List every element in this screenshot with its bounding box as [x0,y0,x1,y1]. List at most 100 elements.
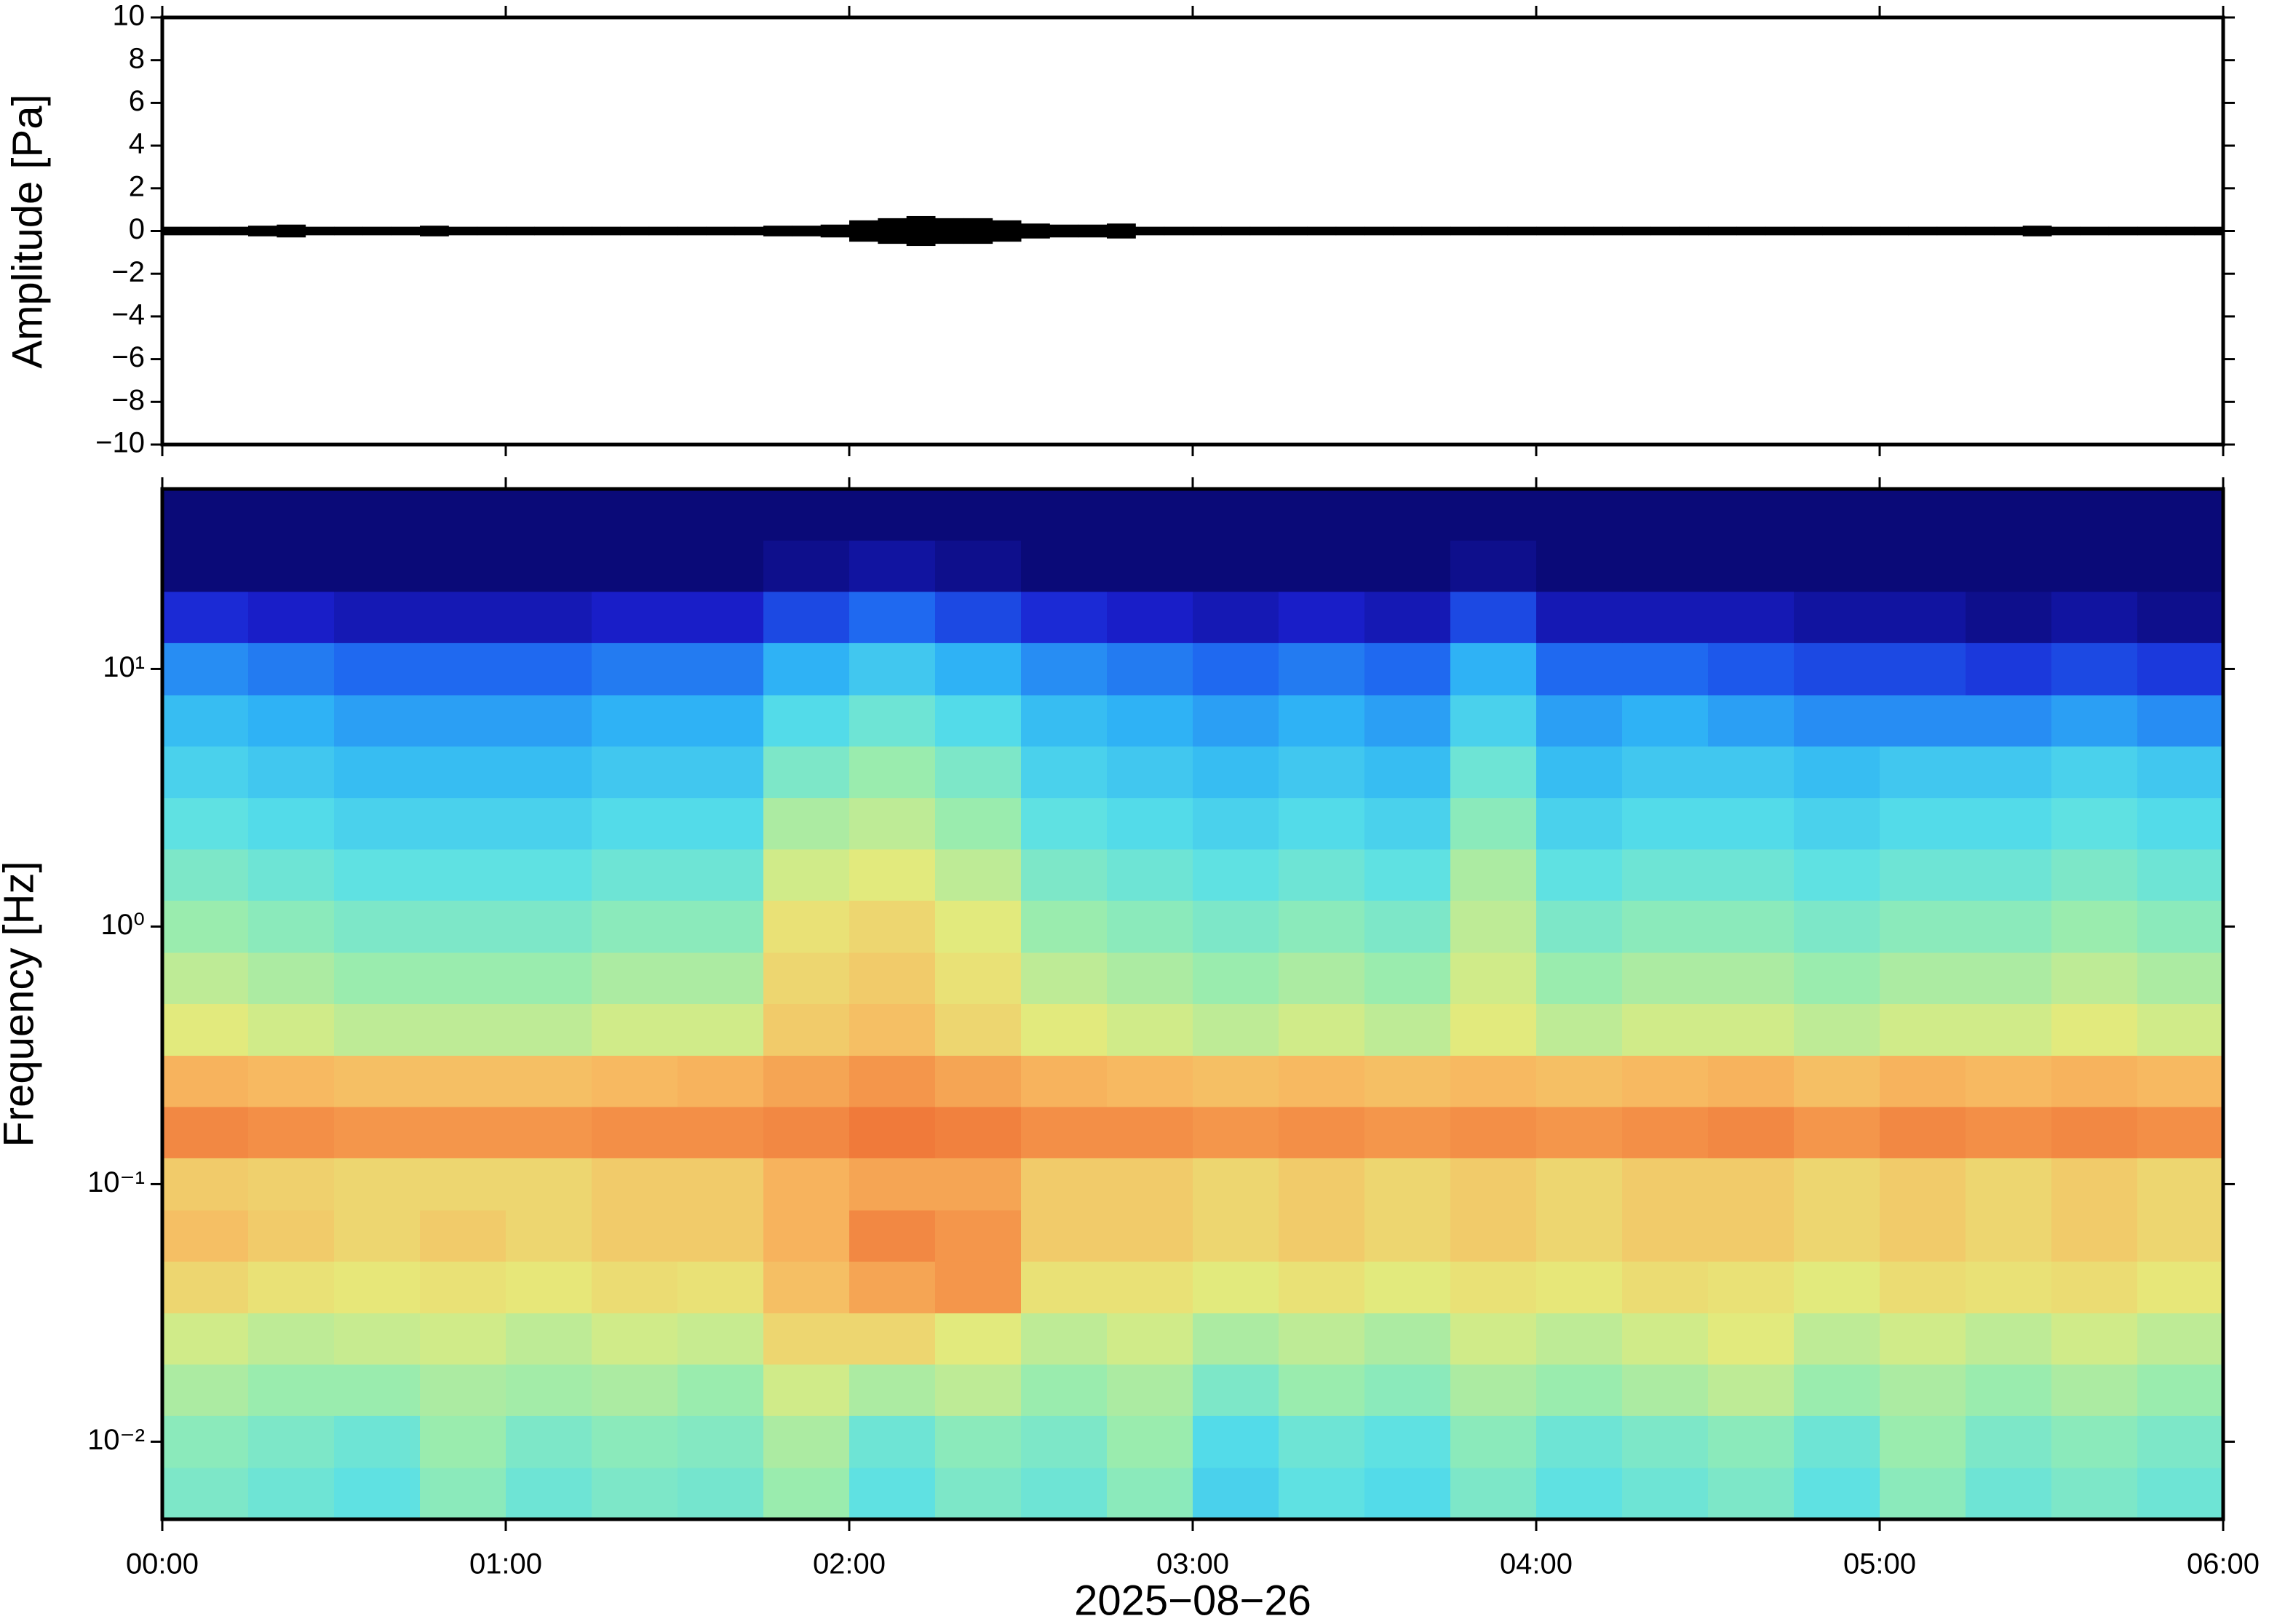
heatmap-cell [2051,1158,2138,1211]
heatmap-cell [1880,746,1966,799]
waveform-envelope [334,226,363,236]
heatmap-cell [1021,1415,1108,1468]
waveform-envelope [1164,226,1193,236]
heatmap-cell [1622,1261,1709,1314]
heatmap-cell [1450,540,1537,592]
heatmap-cell [1364,1055,1451,1107]
heatmap-cell [1021,900,1108,953]
heatmap-cell [1107,1106,1193,1158]
heatmap-cell [2137,952,2223,1004]
heatmap-cell [763,797,850,850]
heatmap-cell [849,489,936,541]
heatmap-cell [1021,694,1108,747]
waveform-envelope [2051,226,2081,236]
heatmap-cell [1450,797,1537,850]
heatmap-cell [162,952,249,1004]
waveform-envelope [1994,226,2024,236]
waveform-envelope [1107,223,1136,239]
heatmap-cell [763,1106,850,1158]
waveform-envelope [2166,226,2196,236]
heatmap-cell [1364,642,1451,696]
heatmap-cell [592,1055,678,1107]
heatmap-cell [1279,1313,1365,1365]
heatmap-cell [334,952,421,1004]
heatmap-cell [935,540,1022,592]
heatmap-cell [592,694,678,747]
heatmap-cell [1966,694,2052,747]
heatmap-cell [763,952,850,1004]
waveform-envelope [620,226,650,236]
heatmap-cell [248,1158,335,1211]
heatmap-cell [420,1106,506,1158]
y-tick-label: −2 [111,256,145,288]
heatmap-cell [1794,1467,1880,1519]
heatmap-cell [420,900,506,953]
heatmap-cell [248,1415,335,1468]
heatmap-cell [1021,848,1108,901]
heatmap-cell [1622,900,1709,953]
heatmap-cell [1622,848,1709,901]
heatmap-cell [1536,1055,1623,1107]
heatmap-cell [935,489,1022,541]
heatmap-cell [1193,1261,1279,1314]
heatmap-cell [1966,900,2052,953]
heatmap-cell [1536,848,1623,901]
heatmap-cell [849,642,936,696]
heatmap-cell [592,1364,678,1416]
heatmap-cell [334,489,421,541]
heatmap-cell [1536,1209,1623,1262]
heatmap-cell [2137,1364,2223,1416]
heatmap-cell [1880,591,1966,643]
heatmap-cell [1880,1313,1966,1365]
heatmap-cell [935,694,1022,747]
heatmap-cell [248,540,335,592]
heatmap-cell [248,591,335,643]
waveform-envelope [592,226,621,236]
heatmap-cell [1880,1158,1966,1211]
heatmap-cell [1966,797,2052,850]
heatmap-cell [1622,1055,1709,1107]
heatmap-cell [1794,1261,1880,1314]
waveform-envelope [2108,226,2138,236]
heatmap-cell [1021,1003,1108,1056]
heatmap-cell [1279,540,1365,592]
heatmap-cell [248,1261,335,1314]
waveform-envelope [191,226,220,236]
heatmap-cell [1193,694,1279,747]
heatmap-cell [1880,489,1966,541]
heatmap-cell [1880,642,1966,696]
waveform-envelope [1851,226,1880,236]
heatmap-cell [506,1003,592,1056]
heatmap-cell [506,900,592,953]
heatmap-cell [677,591,764,643]
waveform-envelope [248,226,277,236]
heatmap-cell [1622,1467,1709,1519]
heatmap-cell [1708,694,1795,747]
heatmap-cell [849,1158,936,1211]
heatmap-cell [2137,746,2223,799]
heatmap-cell [1021,952,1108,1004]
heatmap-cell [1450,1158,1537,1211]
heatmap-cell [2137,1158,2223,1211]
heatmap-cell [1450,1209,1537,1262]
heatmap-cell [1708,1106,1795,1158]
heatmap-cell [1364,1209,1451,1262]
heatmap-cell [506,1313,592,1365]
heatmap-cell [1364,489,1451,541]
heatmap-cell [1536,591,1623,643]
heatmap-cell [1536,900,1623,953]
heatmap-cell [1450,1106,1537,1158]
x-tick-label: 06:00 [2187,1548,2260,1580]
heatmap-cell [677,642,764,696]
heatmap-cell [162,1467,249,1519]
heatmap-cell [1279,1158,1365,1211]
heatmap-cell [1536,1261,1623,1314]
heatmap-cell [1193,1313,1279,1365]
heatmap-cell [1966,1313,2052,1365]
waveform-envelope [1650,226,1680,236]
heatmap-cell [1193,1467,1279,1519]
heatmap-cell [935,1313,1022,1365]
heatmap-cell [1794,797,1880,850]
heatmap-cell [506,797,592,850]
heatmap-cell [1966,1467,2052,1519]
